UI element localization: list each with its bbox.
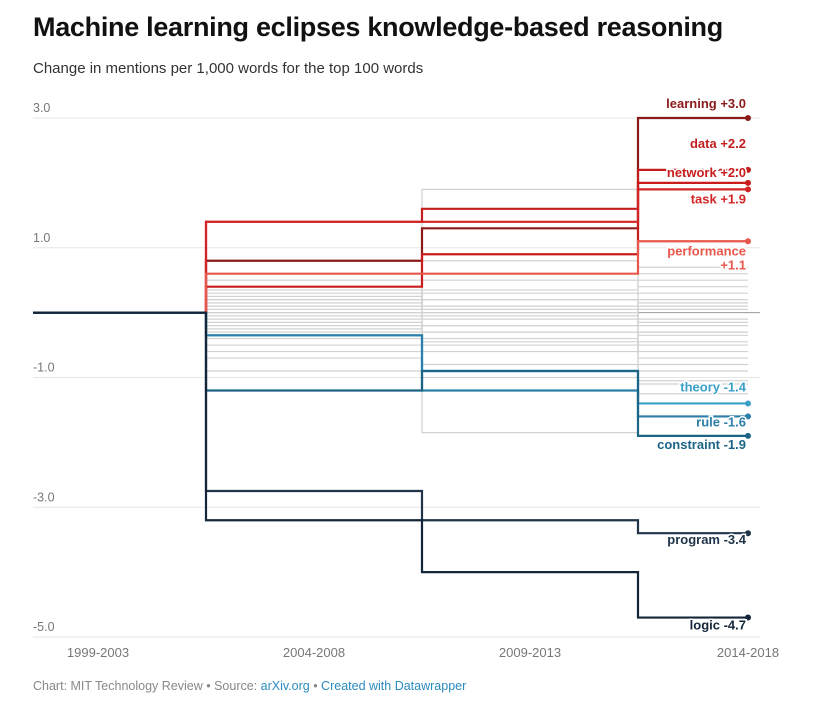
series-endpoint-logic (745, 614, 751, 621)
series-label-data: data +2.2 (690, 136, 746, 151)
series-label-theory: theory -1.4 (680, 379, 747, 394)
background-series (33, 188, 748, 434)
series-label-learning: learning +3.0 (666, 96, 746, 111)
chart-subtitle: Change in mentions per 1,000 words for t… (33, 60, 424, 77)
series-endpoint-performance (745, 238, 751, 245)
series-line-program (33, 311, 748, 535)
series-label-logic: logic -4.7 (690, 618, 746, 633)
footer-separator: • (309, 679, 322, 693)
series-endpoint-rule (745, 413, 751, 420)
chart-title: Machine learning eclipses knowledge-base… (33, 12, 723, 42)
series-endpoint-task (745, 186, 751, 193)
y-tick-label: -3.0 (33, 490, 55, 504)
y-tick-label: 1.0 (33, 231, 50, 245)
x-tick-label: 2004-2008 (283, 645, 345, 660)
series-label-constraint: constraint -1.9 (657, 437, 746, 452)
gridlines (33, 117, 760, 638)
x-axis-labels: 1999-2003 2004-2008 2009-2013 2014-2018 (67, 645, 779, 660)
background-series-line (33, 188, 748, 314)
highlighted-series (33, 115, 751, 621)
source-link[interactable]: arXiv.org (260, 679, 310, 693)
y-axis-labels: 3.0 1.0 -1.0 -3.0 -5.0 (33, 101, 55, 634)
y-tick-label: 3.0 (33, 101, 50, 115)
series-endpoint-learning (745, 115, 751, 121)
series-endpoint-theory (745, 400, 751, 407)
chart-footer: Chart: MIT Technology Review • Source: a… (33, 679, 466, 693)
series-line-task (33, 188, 748, 314)
x-tick-label: 1999-2003 (67, 645, 129, 660)
y-tick-label: -5.0 (33, 620, 55, 634)
series-label-program: program -3.4 (667, 532, 747, 547)
series-endpoint-data (745, 166, 751, 173)
background-series-line (33, 312, 748, 434)
y-tick-label: -1.0 (33, 361, 55, 375)
series-line-performance (33, 240, 748, 314)
series-labels: learning +3.0 data +2.2 network +2.0 task +… (656, 95, 749, 635)
series-line-learning (33, 116, 748, 314)
x-tick-label: 2014-2018 (717, 645, 779, 660)
series-label-task: task +1.9 (691, 191, 746, 206)
background-series-line (33, 305, 748, 343)
series-label-rule: rule -1.6 (696, 414, 746, 429)
series-endpoint-program (745, 530, 751, 537)
series-label-performance: +1.1 (720, 257, 746, 272)
x-tick-label: 2009-2013 (499, 645, 561, 660)
series-endpoint-constraint (745, 432, 751, 439)
background-series-line (33, 312, 748, 366)
datawrapper-link[interactable]: Created with Datawrapper (321, 679, 467, 693)
series-endpoint-network (745, 179, 751, 186)
series-label-network: network +2.0 (667, 165, 746, 180)
background-series-line (33, 312, 748, 385)
background-series-line (33, 312, 748, 330)
series-line-logic (33, 311, 748, 619)
series-label-performance: performance (667, 243, 746, 258)
footer-prefix: Chart: MIT Technology Review • Source: (33, 679, 261, 693)
